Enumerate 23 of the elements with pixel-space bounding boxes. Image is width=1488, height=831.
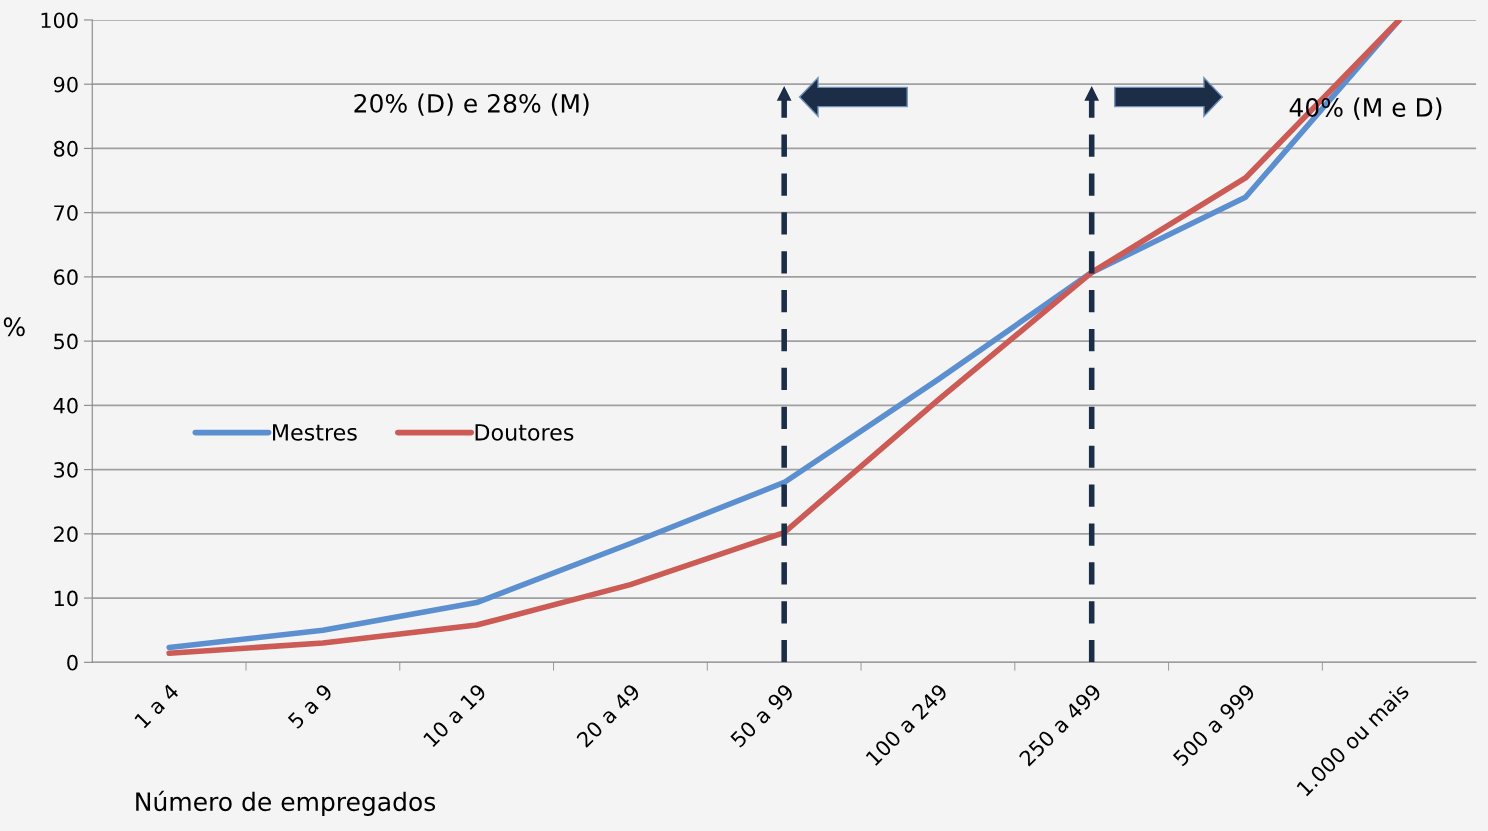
- y-tick-label: 60: [54, 269, 78, 286]
- y-tick-label: 0: [67, 654, 78, 671]
- x-tick-label: 50 a 99: [729, 683, 795, 748]
- y-tick-label: 100: [41, 12, 78, 29]
- y-tick-label: 30: [54, 462, 78, 478]
- legend-label: Mestres: [273, 424, 357, 441]
- x-axis-title: Número de empregados: [136, 790, 436, 816]
- x-tick-label: 500 a 999: [1172, 683, 1256, 767]
- y-tick-label: 90: [53, 76, 78, 93]
- x-tick-label: 20 a 49: [575, 683, 641, 748]
- x-tick-label: 100 a 249: [865, 683, 949, 767]
- x-tick-label: 5 a 9: [287, 683, 334, 730]
- annotation: 20% (D) e 28% (M): [354, 93, 589, 116]
- legend-label: Doutores: [475, 424, 574, 441]
- y-tick-label: 50: [54, 333, 78, 350]
- x-tick-label: 10 a 19: [422, 683, 488, 748]
- x-tick-label: 1 a 4: [134, 683, 180, 729]
- y-tick-label: 80: [53, 140, 78, 157]
- y-tick-label: 40: [53, 397, 78, 414]
- y-tick-label: 70: [54, 205, 78, 221]
- y-axis-title: %: [3, 317, 25, 337]
- y-tick-label: 10: [54, 590, 78, 607]
- y-tick-label: 20: [54, 526, 78, 543]
